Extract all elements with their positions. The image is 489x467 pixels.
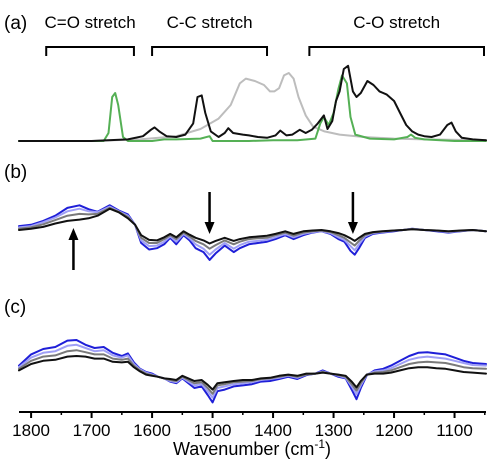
panel-c-series <box>18 339 487 404</box>
group-label-cc-stretch: C-C stretch <box>167 13 253 32</box>
panel-b-series <box>18 204 487 261</box>
x-tick-label: 1300 <box>315 421 353 440</box>
x-tick-label: 1100 <box>436 421 473 440</box>
arrow-down-3 <box>347 192 358 234</box>
panel-b-arrows <box>68 192 358 270</box>
group-c-o-stretch: C-O stretch <box>308 13 485 56</box>
panel-c-label: (c) <box>4 297 26 318</box>
panel-a-series-3-line <box>18 64 487 142</box>
x-tick-labels: 1800 1700 1600 1500 1400 1300 1200 1100 <box>12 421 473 440</box>
x-axis: 1800 1700 1600 1500 1400 1300 1200 1100 Wavenum… <box>12 411 486 459</box>
x-axis-title-main: Wavenumber (cm <box>173 439 314 459</box>
group-bracket-c-o-stretch <box>308 46 485 56</box>
group-bracket-cc-stretch <box>151 46 269 56</box>
panel-c-series-2-line <box>18 343 487 399</box>
x-tick-label: 1800 <box>12 421 50 440</box>
x-ticks <box>30 412 486 418</box>
group-bracket-co-stretch <box>45 46 135 56</box>
panel-b: (b) <box>4 162 487 270</box>
group-label-co-stretch: C=O stretch <box>45 13 136 32</box>
panel-a-groups: C=O stretch C-C stretch C-O stretch <box>45 13 485 56</box>
panel-a-series-1-line <box>18 72 487 142</box>
group-label-c-o-stretch: C-O stretch <box>353 13 440 32</box>
panel-c-series-4-line <box>18 355 487 391</box>
panel-c-series-3-line <box>18 349 487 395</box>
arrow-head <box>347 222 358 234</box>
arrow-head <box>68 228 79 240</box>
x-axis-title-sup: -1 <box>314 437 325 451</box>
panel-c-series-1-line <box>18 339 487 404</box>
x-tick-label: 1700 <box>73 421 111 440</box>
arrow-up-1 <box>68 228 79 270</box>
x-tick-label: 1400 <box>254 421 292 440</box>
arrow-down-2 <box>204 192 215 234</box>
group-co-stretch: C=O stretch <box>45 13 136 56</box>
panel-a-label: (a) <box>4 13 27 34</box>
x-tick-label: 1200 <box>375 421 413 440</box>
x-axis-title: Wavenumber (cm-1) <box>173 437 331 459</box>
panel-a-series <box>18 64 487 142</box>
x-tick-label: 1500 <box>194 421 232 440</box>
panel-b-label: (b) <box>4 162 27 183</box>
panel-c: (c) <box>4 297 487 404</box>
arrow-head <box>204 222 215 234</box>
group-cc-stretch: C-C stretch <box>151 13 269 56</box>
panel-a: (a) C=O stretch C-C stretch C-O stretch <box>4 13 487 142</box>
x-axis-title-end: ) <box>325 439 331 459</box>
x-tick-label: 1600 <box>133 421 171 440</box>
panel-b-series-4-line <box>18 207 487 245</box>
panel-a-series-2-line <box>18 74 487 142</box>
